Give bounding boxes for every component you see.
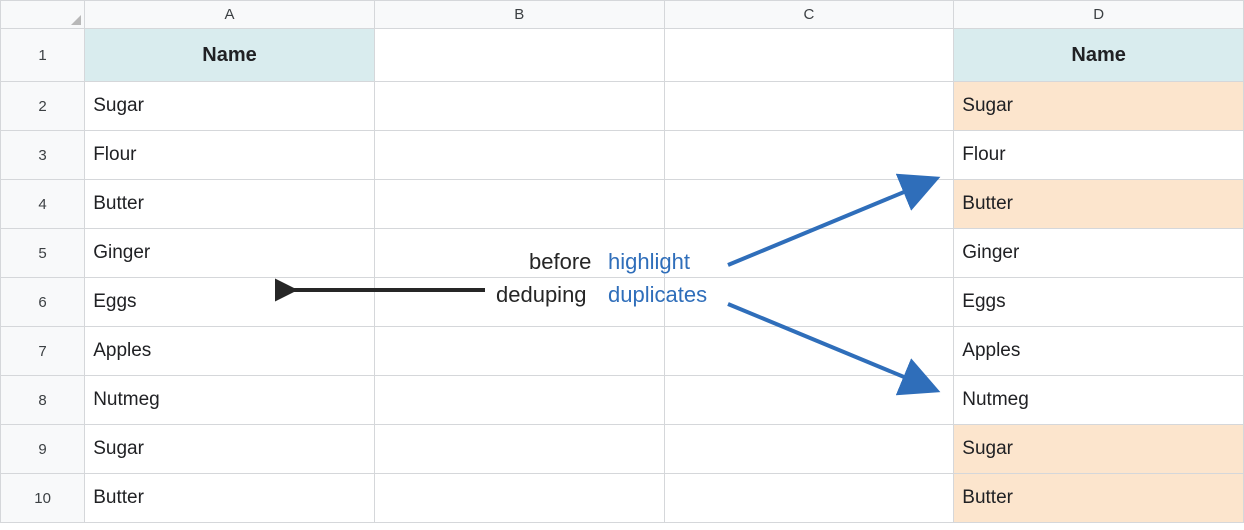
cell-b4[interactable] xyxy=(374,180,664,229)
cell-d1[interactable]: Name xyxy=(954,29,1244,82)
row-header-7[interactable]: 7 xyxy=(1,327,85,376)
cell-a6[interactable]: Eggs xyxy=(85,278,375,327)
row-header-6[interactable]: 6 xyxy=(1,278,85,327)
row-header-9[interactable]: 9 xyxy=(1,425,85,474)
cell-a3[interactable]: Flour xyxy=(85,131,375,180)
cell-a4[interactable]: Butter xyxy=(85,180,375,229)
cell-b9[interactable] xyxy=(374,425,664,474)
cell-a5[interactable]: Ginger xyxy=(85,229,375,278)
cell-b6[interactable] xyxy=(374,278,664,327)
row-header-8[interactable]: 8 xyxy=(1,376,85,425)
cell-d9[interactable]: Sugar xyxy=(954,425,1244,474)
cell-c2[interactable] xyxy=(664,82,954,131)
cell-d6[interactable]: Eggs xyxy=(954,278,1244,327)
cell-b1[interactable] xyxy=(374,29,664,82)
cell-b7[interactable] xyxy=(374,327,664,376)
cell-a10[interactable]: Butter xyxy=(85,474,375,523)
col-header-d[interactable]: D xyxy=(954,1,1244,29)
cell-c8[interactable] xyxy=(664,376,954,425)
row-header-5[interactable]: 5 xyxy=(1,229,85,278)
cell-b10[interactable] xyxy=(374,474,664,523)
spreadsheet-grid[interactable]: A B C D 1 Name Name 2 Sugar Sugar 3 Flou… xyxy=(0,0,1244,523)
cell-d2[interactable]: Sugar xyxy=(954,82,1244,131)
cell-c6[interactable] xyxy=(664,278,954,327)
cell-a1[interactable]: Name xyxy=(85,29,375,82)
cell-b5[interactable] xyxy=(374,229,664,278)
cell-c7[interactable] xyxy=(664,327,954,376)
cell-c10[interactable] xyxy=(664,474,954,523)
cell-d10[interactable]: Butter xyxy=(954,474,1244,523)
cell-d4[interactable]: Butter xyxy=(954,180,1244,229)
cell-c4[interactable] xyxy=(664,180,954,229)
row-header-1[interactable]: 1 xyxy=(1,29,85,82)
cell-d3[interactable]: Flour xyxy=(954,131,1244,180)
cell-a9[interactable]: Sugar xyxy=(85,425,375,474)
cell-a2[interactable]: Sugar xyxy=(85,82,375,131)
row-header-4[interactable]: 4 xyxy=(1,180,85,229)
cell-d8[interactable]: Nutmeg xyxy=(954,376,1244,425)
cell-b3[interactable] xyxy=(374,131,664,180)
cell-b2[interactable] xyxy=(374,82,664,131)
row-header-2[interactable]: 2 xyxy=(1,82,85,131)
col-header-b[interactable]: B xyxy=(374,1,664,29)
col-header-c[interactable]: C xyxy=(664,1,954,29)
cell-c3[interactable] xyxy=(664,131,954,180)
cell-c9[interactable] xyxy=(664,425,954,474)
select-all-corner[interactable] xyxy=(1,1,85,29)
col-header-a[interactable]: A xyxy=(85,1,375,29)
cell-d5[interactable]: Ginger xyxy=(954,229,1244,278)
cell-a7[interactable]: Apples xyxy=(85,327,375,376)
row-header-10[interactable]: 10 xyxy=(1,474,85,523)
cell-a8[interactable]: Nutmeg xyxy=(85,376,375,425)
cell-d7[interactable]: Apples xyxy=(954,327,1244,376)
cell-c5[interactable] xyxy=(664,229,954,278)
row-header-3[interactable]: 3 xyxy=(1,131,85,180)
cell-b8[interactable] xyxy=(374,376,664,425)
cell-c1[interactable] xyxy=(664,29,954,82)
